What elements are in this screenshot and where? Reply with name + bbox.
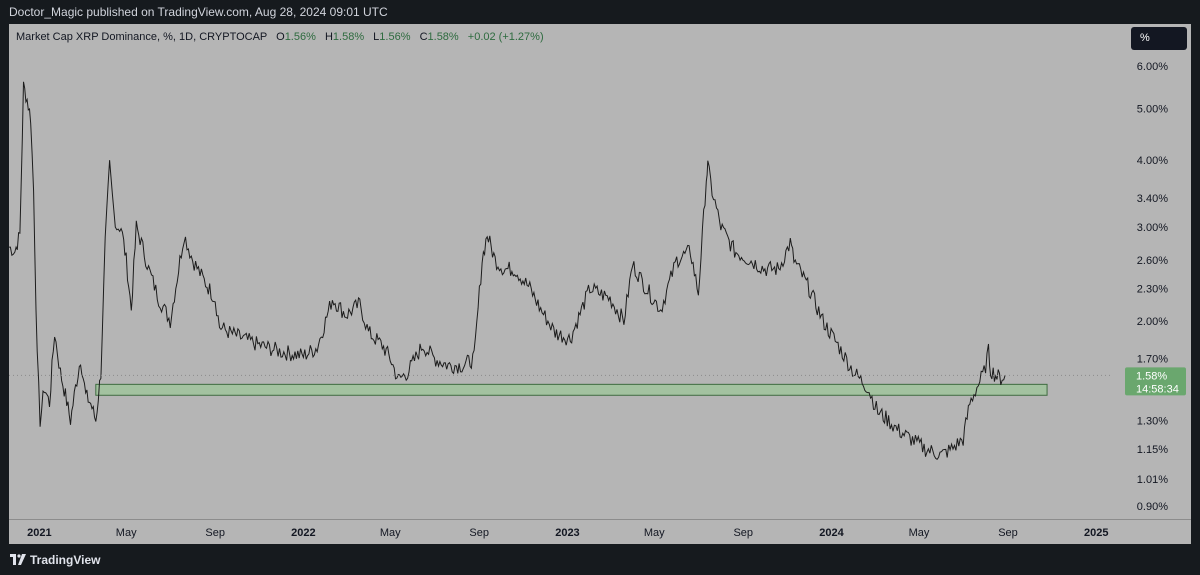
open-label: O [276, 31, 285, 43]
price-tag-countdown: 14:58:34 [1136, 383, 1179, 395]
x-axis-tick-label: 2022 [291, 527, 315, 539]
y-axis-tick-label: 0.90% [1137, 501, 1168, 513]
tradingview-logo-icon [10, 554, 26, 565]
change-value: +0.02 (+1.27%) [467, 31, 544, 43]
time-axis-separator [9, 519, 1191, 520]
open-value: 1.56% [284, 31, 316, 43]
y-axis-tick-label: 1.15% [1137, 444, 1168, 456]
x-axis-tick-label: 2023 [555, 527, 579, 539]
x-axis-tick-label: 2025 [1084, 527, 1108, 539]
price-tag-badge [1125, 367, 1186, 396]
publisher-bar: Doctor_Magic published on TradingView.co… [0, 0, 1200, 24]
y-axis-tick-label: 2.00% [1137, 316, 1168, 328]
y-axis-tick-label: 4.00% [1137, 155, 1168, 167]
chart-area[interactable] [9, 24, 1191, 544]
footer: TradingView [0, 545, 1200, 575]
y-axis-tick-label: 5.00% [1137, 103, 1168, 115]
y-axis-tick-label: 3.40% [1137, 193, 1168, 205]
symbol-name: Market Cap XRP Dominance, %, 1D, CRYPTOC… [16, 31, 268, 43]
y-axis-tick-label: 1.01% [1137, 474, 1168, 486]
x-axis-tick-label: Sep [998, 527, 1018, 539]
low-value: 1.56% [379, 31, 411, 43]
x-axis-tick-label: Sep [733, 527, 753, 539]
footer-brand: TradingView [30, 553, 101, 567]
y-axis-tick-label: 2.30% [1137, 283, 1168, 295]
publisher-line: Doctor_Magic published on TradingView.co… [9, 5, 388, 19]
y-axis-tick-label: 6.00% [1137, 61, 1168, 73]
x-axis-tick-label: 2024 [819, 527, 844, 539]
price-series-line [9, 81, 1006, 460]
x-axis-tick-label: May [644, 527, 665, 539]
high-value: 1.58% [332, 31, 365, 43]
close-value: 1.58% [427, 31, 459, 43]
y-axis-tick-label: 3.00% [1137, 222, 1168, 234]
x-axis-tick-label: May [909, 527, 930, 539]
y-axis-tick-label: 2.60% [1137, 255, 1168, 267]
x-axis-tick-label: 2021 [27, 527, 51, 539]
x-axis-tick-label: Sep [469, 527, 489, 539]
high-label: H [324, 31, 333, 43]
x-axis-tick-label: Sep [205, 527, 225, 539]
support-zone-rectangle[interactable] [95, 383, 1048, 396]
x-axis-tick-label: May [380, 527, 401, 539]
x-axis-tick-label: May [116, 527, 137, 539]
y-axis-tick-label: 1.70% [1137, 353, 1168, 365]
y-axis-tick-label: 1.30% [1137, 416, 1168, 428]
percent-scale-button[interactable]: % [1131, 27, 1187, 50]
price-tag-value: 1.58% [1136, 370, 1167, 382]
close-label: C [419, 31, 428, 43]
low-label: L [373, 31, 380, 43]
symbol-legend: Market Cap XRP Dominance, %, 1D, CRYPTOC… [16, 31, 544, 43]
